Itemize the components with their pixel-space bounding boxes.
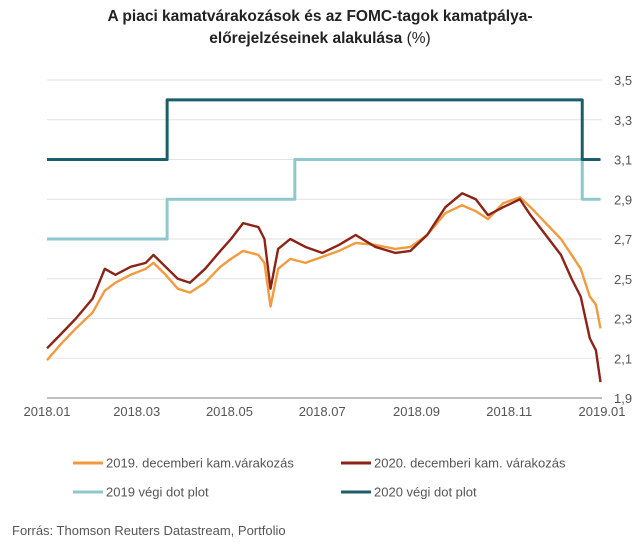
y-axis-tick-labels: 1,9 2,1 2,3 2,5 2,7 2,9 3,1 3,3 3,5 bbox=[614, 73, 632, 406]
legend-label: 2019 végi dot plot bbox=[106, 485, 209, 500]
y-tick-label: 2,1 bbox=[614, 351, 632, 366]
series-line-4 bbox=[47, 98, 601, 161]
series-lines bbox=[46, 98, 602, 383]
y-tick-label: 1,9 bbox=[614, 391, 632, 406]
chart-title-line-2-text: előrejelzéseinek alakulása bbox=[209, 30, 403, 47]
y-tick-label: 2,9 bbox=[614, 192, 632, 207]
y-tick-label: 3,1 bbox=[614, 153, 632, 168]
chart-title-unit: (%) bbox=[402, 30, 431, 47]
x-tick-label: 2018.07 bbox=[299, 404, 346, 419]
chart-title-line-2: előrejelzéseinek alakulása (%) bbox=[0, 28, 640, 50]
x-axis-tick-labels: 2018.01 2018.03 2018.05 2018.07 2018.09 2018.… bbox=[24, 404, 626, 419]
y-tick-label: 3,3 bbox=[614, 113, 632, 128]
x-tick-label: 2018.03 bbox=[113, 404, 160, 419]
x-tick-label: 2018.11 bbox=[486, 404, 532, 419]
x-tick-label: 2018.05 bbox=[206, 404, 253, 419]
legend-label: 2019. decemberi kam.várakozás bbox=[106, 456, 294, 471]
series-line-2 bbox=[46, 192, 602, 383]
y-tick-label: 3,5 bbox=[614, 73, 632, 88]
x-tick-label: 2018.01 bbox=[24, 404, 71, 419]
x-tick-label: 2019.01 bbox=[579, 404, 626, 419]
x-tick-label: 2018.09 bbox=[393, 404, 440, 419]
legend: 2019. decemberi kam.várakozás 2020. decem… bbox=[73, 456, 566, 500]
line-chart: 1,92,12,32,52,72,93,13,33,5 2018.01 2018.… bbox=[24, 73, 633, 500]
y-tick-label: 2,3 bbox=[614, 312, 632, 327]
source-note: Forrás: Thomson Reuters Datastream, Port… bbox=[12, 523, 286, 538]
y-tick-label: 2,5 bbox=[614, 272, 632, 287]
chart-title: A piaci kamatvárakozások és az FOMC-tago… bbox=[0, 6, 640, 50]
legend-label: 2020. decemberi kam. várakozás bbox=[374, 456, 566, 471]
series-line-3 bbox=[47, 158, 601, 241]
legend-label: 2020 végi dot plot bbox=[374, 485, 477, 500]
y-tick-label: 2,7 bbox=[614, 232, 632, 247]
chart-title-line-1: A piaci kamatvárakozások és az FOMC-tago… bbox=[107, 8, 533, 25]
series-line-1 bbox=[46, 196, 602, 362]
